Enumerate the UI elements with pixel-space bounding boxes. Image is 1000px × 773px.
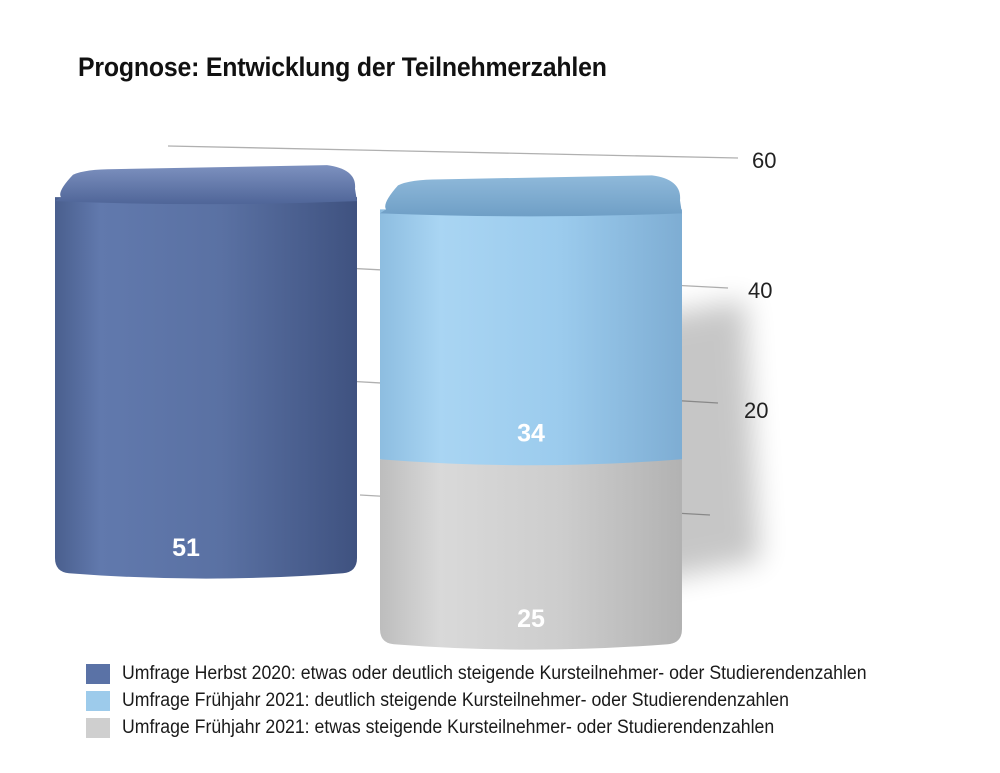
bar-2-top <box>380 175 682 217</box>
legend-item: Umfrage Herbst 2020: etwas oder deutlich… <box>86 660 923 687</box>
chart-legend: Umfrage Herbst 2020: etwas oder deutlich… <box>86 660 923 741</box>
y-tick-label: 60 <box>752 148 776 173</box>
legend-item: Umfrage Frühjahr 2021: deutlich steigend… <box>86 687 923 714</box>
bar-1-top <box>55 165 357 205</box>
chart-title: Prognose: Entwicklung der Teilnehmerzahl… <box>78 52 607 82</box>
bar-2-segment-1 <box>380 209 682 466</box>
legend-item: Umfrage Frühjahr 2021: etwas steigende K… <box>86 714 923 741</box>
data-label: 51 <box>172 534 200 562</box>
bar-2-segment-2 <box>380 459 682 650</box>
legend-label: Umfrage Herbst 2020: etwas oder deutlich… <box>122 662 867 684</box>
bar-1-segment-0 <box>55 197 357 579</box>
legend-swatch <box>86 717 110 738</box>
legend-swatch <box>86 690 110 711</box>
data-label: 25 <box>517 605 545 633</box>
y-tick-label: 40 <box>748 278 772 303</box>
data-label: 34 <box>517 419 545 447</box>
legend-label: Umfrage Frühjahr 2021: deutlich steigend… <box>122 689 789 711</box>
y-tick-label: 20 <box>744 398 768 423</box>
legend-label: Umfrage Frühjahr 2021: etwas steigende K… <box>122 716 775 738</box>
gridline-60 <box>167 145 739 159</box>
legend-swatch <box>86 663 110 684</box>
